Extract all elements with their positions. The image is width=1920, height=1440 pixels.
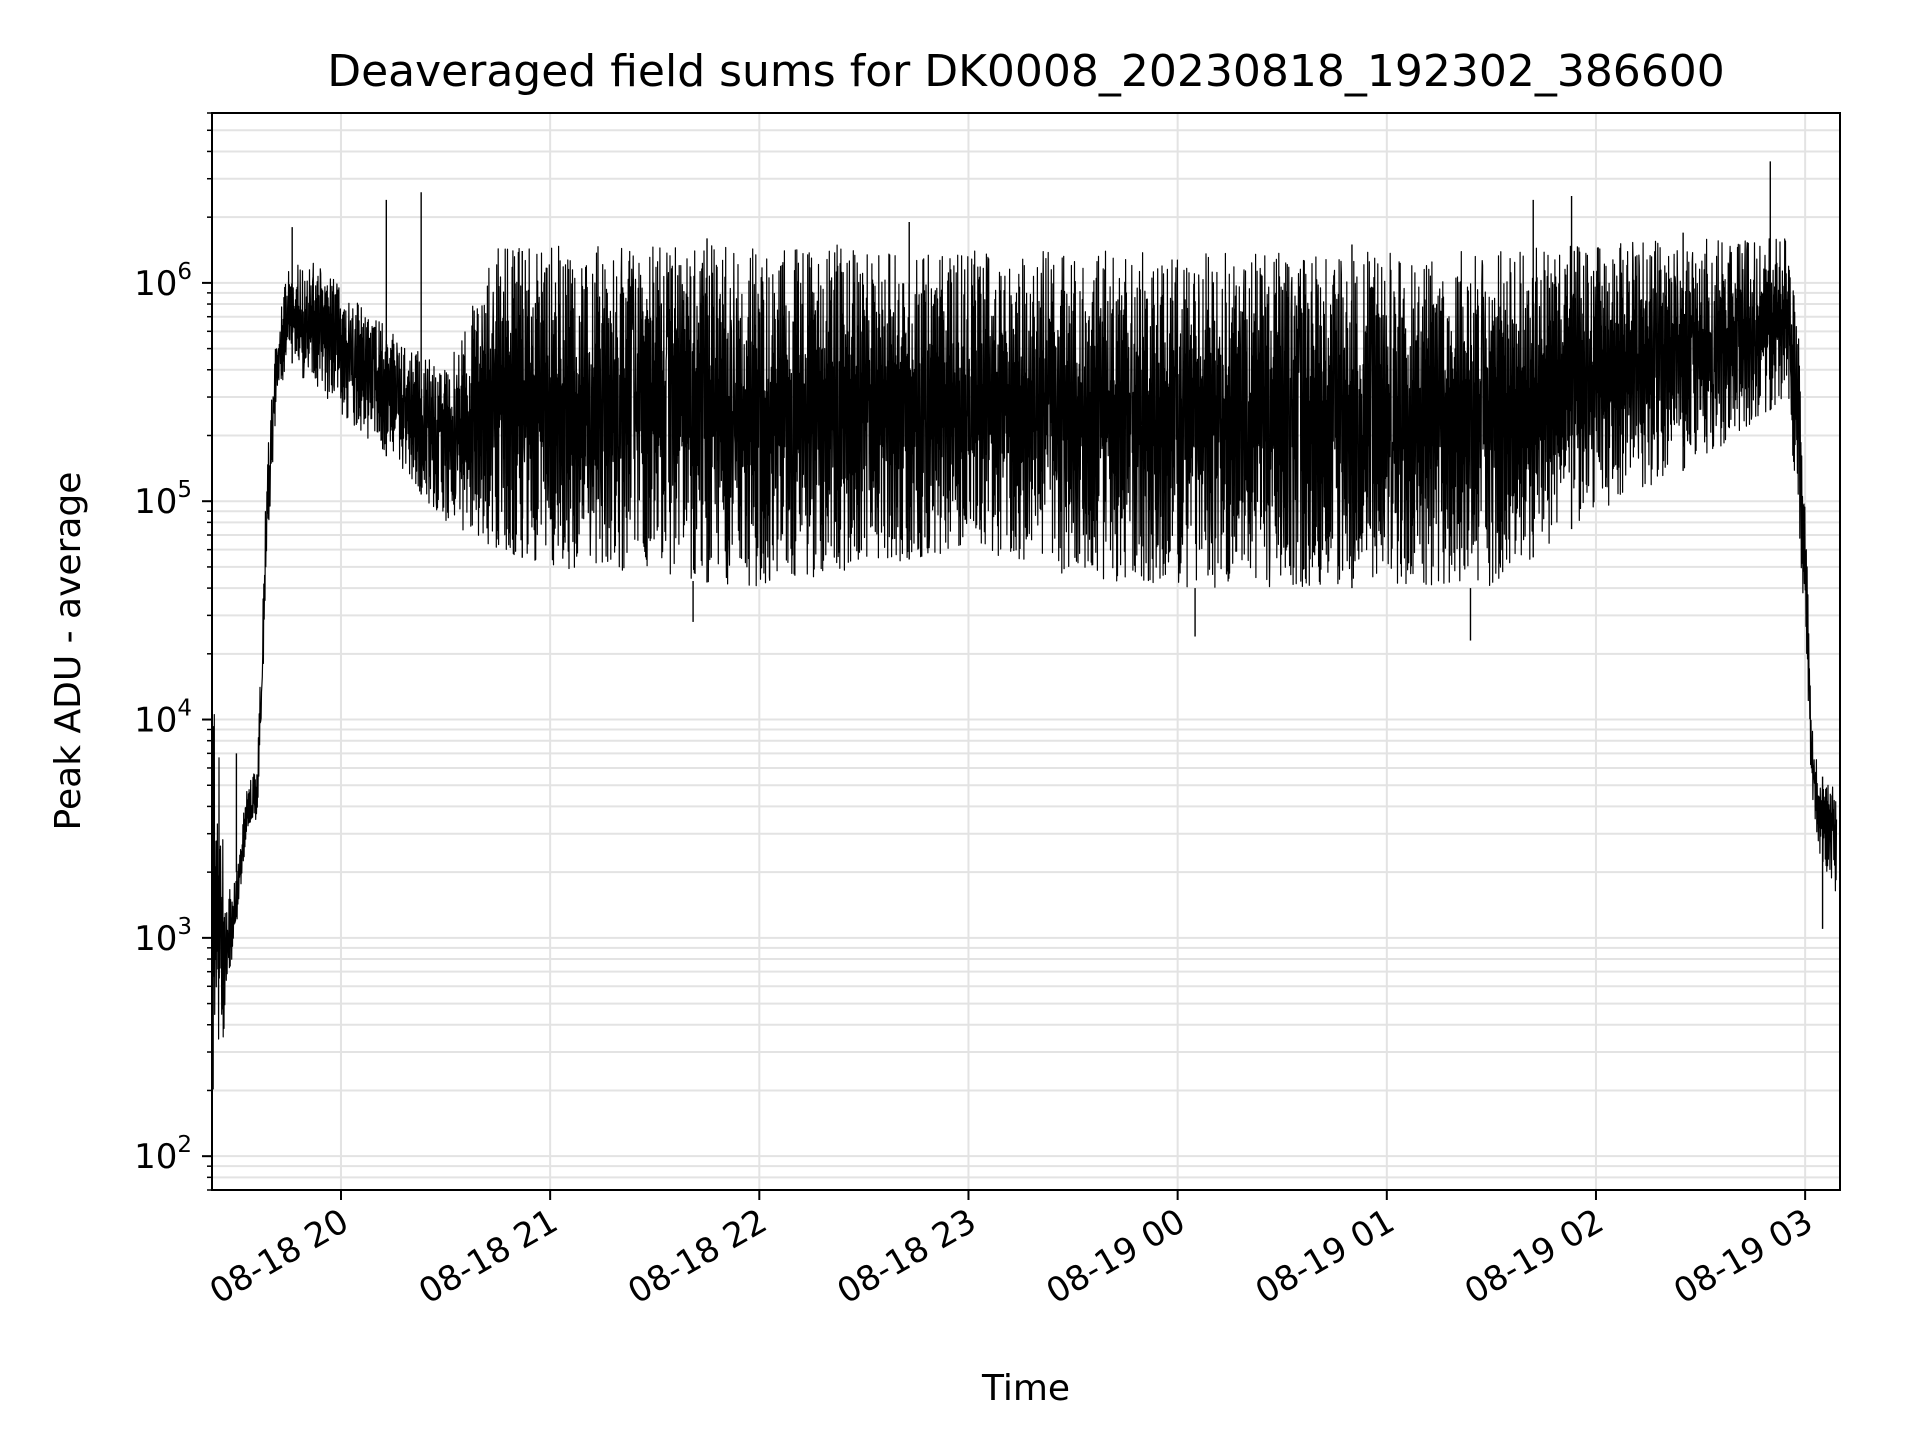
y-tick-label: 104 xyxy=(134,696,192,741)
y-tick-label: 105 xyxy=(134,477,192,522)
y-tick-label: 106 xyxy=(134,259,192,304)
series-path xyxy=(211,238,1838,1090)
x-axis-label: Time xyxy=(981,1368,1070,1409)
series-line xyxy=(211,161,1838,1090)
chart-title: Deaveraged field sums for DK0008_2023081… xyxy=(327,46,1725,97)
y-tick-label: 102 xyxy=(134,1132,192,1177)
y-tick-label: 103 xyxy=(134,914,192,959)
grid xyxy=(212,112,1840,1191)
plot-frame xyxy=(211,112,1841,1191)
y-axis-label: Peak ADU - average xyxy=(48,472,89,831)
y-axis: 102 103 104 105 106 xyxy=(134,112,212,1191)
